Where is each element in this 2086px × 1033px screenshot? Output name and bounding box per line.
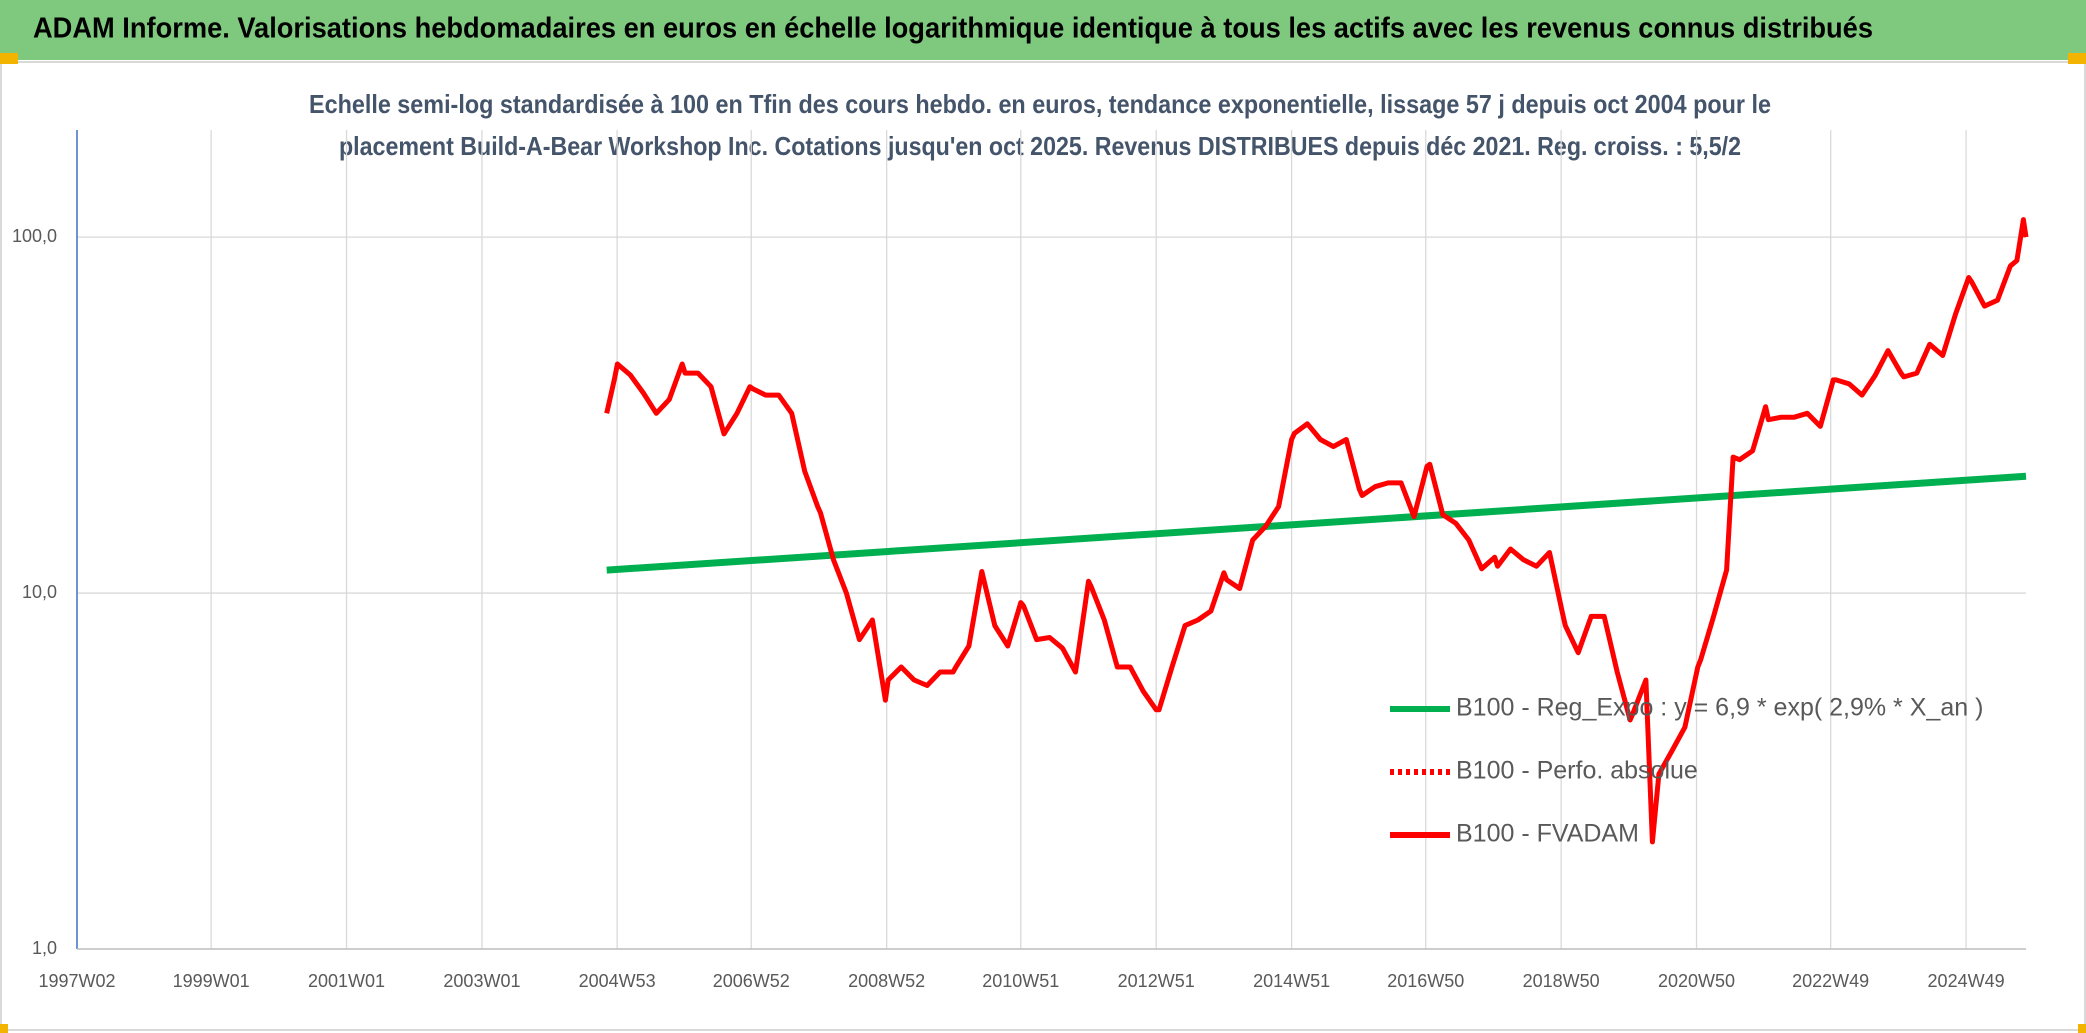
chart-subtitle: Echelle semi-log standardisée à 100 en T… (309, 89, 1771, 119)
legend-label: B100 - Reg_Expo : y = 6,9 * exp( 2,9% * … (1456, 694, 1983, 722)
x-tick-label: 2012W51 (1118, 971, 1195, 991)
series-line (606, 472, 2027, 574)
x-tick-label: 2022W49 (1792, 971, 1869, 991)
x-tick-label: 2016W50 (1387, 971, 1464, 991)
header-bar (0, 0, 2086, 60)
chart-subtitle: placement Build-A-Bear Workshop Inc. Cot… (339, 131, 1741, 161)
y-tick-label: 100,0 (12, 226, 57, 246)
chart-title: ADAM Informe. Valorisations hebdomadaire… (33, 13, 1873, 45)
chart-frame (0, 61, 2086, 1031)
x-tick-label: 2018W50 (1523, 971, 1600, 991)
x-tick-label: 2010W51 (982, 971, 1059, 991)
legend-label: B100 - Perfo. absolue (1456, 757, 1698, 785)
x-tick-label: 2024W49 (1928, 971, 2005, 991)
y-tick-label: 10,0 (22, 582, 57, 602)
corner-mark (0, 53, 18, 64)
legend-label: B100 - FVADAM (1456, 820, 1639, 848)
x-tick-label: 2020W50 (1658, 971, 1735, 991)
x-tick-label: 2001W01 (308, 971, 385, 991)
x-tick-label: 1999W01 (173, 971, 250, 991)
x-tick-label: 2006W52 (713, 971, 790, 991)
x-tick-label: 2004W53 (579, 971, 656, 991)
series-line (604, 217, 2029, 845)
y-tick-label: 1,0 (32, 938, 57, 958)
corner-mark (0, 1024, 8, 1033)
corner-mark (2078, 1024, 2086, 1033)
x-tick-label: 2003W01 (443, 971, 520, 991)
x-tick-label: 1997W02 (38, 971, 115, 991)
corner-mark (2068, 53, 2086, 64)
x-tick-label: 2014W51 (1253, 971, 1330, 991)
x-tick-label: 2008W52 (848, 971, 925, 991)
